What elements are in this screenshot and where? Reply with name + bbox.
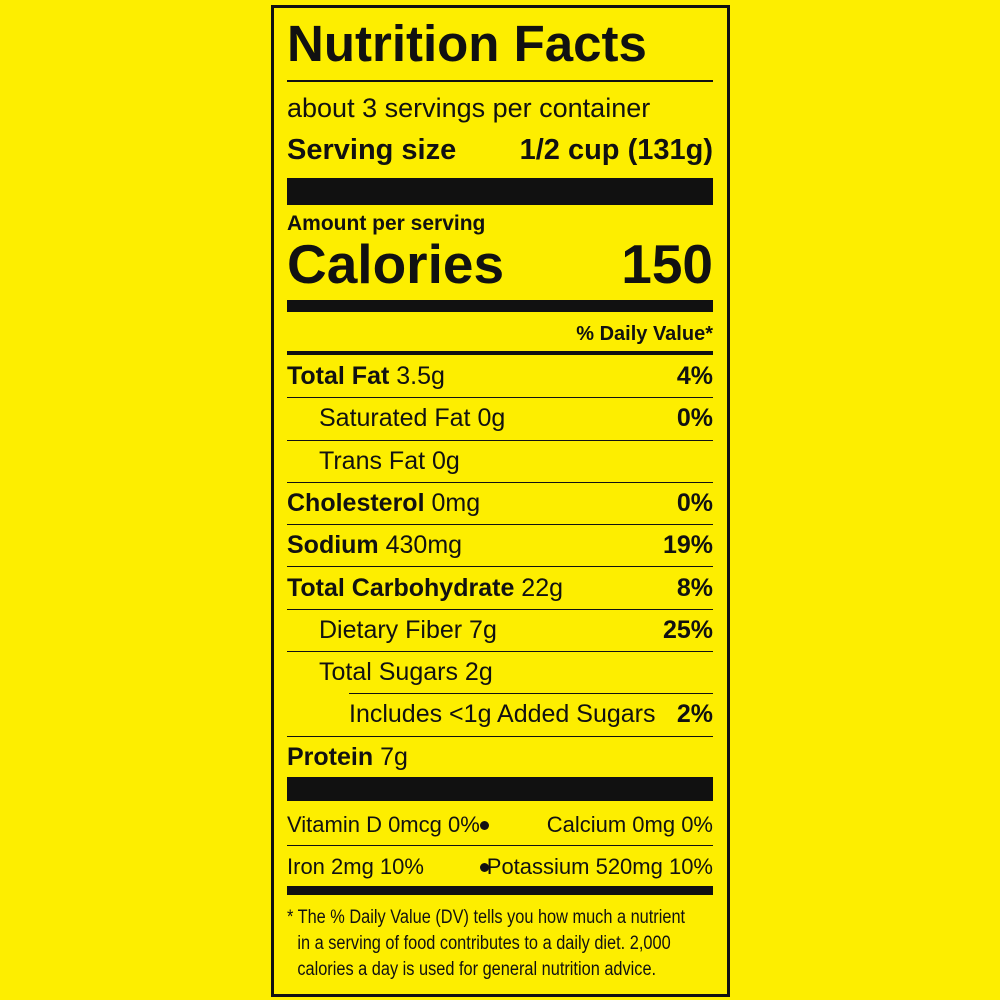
- serving-size-value: 1/2 cup (131g): [519, 133, 713, 166]
- nutrient-amount: 430mg: [385, 531, 463, 560]
- nutrient-row: Cholesterol 0mg 0%: [287, 481, 713, 524]
- nutrient-name: Saturated Fat: [319, 404, 471, 433]
- nutrient-row-inner: Sodium 430mg 19%: [287, 524, 713, 566]
- nutrient-name: Total Carbohydrate: [287, 573, 515, 602]
- nutrient: Trans Fat 0g: [319, 447, 460, 476]
- nutrient: Cholesterol 0mg: [287, 489, 480, 518]
- label-border: [271, 5, 730, 997]
- footnote: * The % Daily Value (DV) tells you how m…: [287, 905, 713, 983]
- nutrient-dv: 19%: [662, 531, 713, 560]
- nutrient: Total Carbohydrate 22g: [287, 574, 563, 603]
- nutrient-list: Total Fat 3.5g 4% Saturated Fat 0g 0% Trans …: [287, 355, 713, 778]
- nutrient-dv: 0%: [676, 404, 713, 433]
- nutrient-row: Total Fat 3.5g 4%: [287, 355, 713, 397]
- nutrient-row: Sodium 430mg 19%: [287, 524, 713, 566]
- nutrient-row: Total Carbohydrate 22g 8%: [287, 566, 713, 608]
- footnote-line: * The % Daily Value (DV) tells you how m…: [287, 907, 686, 928]
- serving-size-label: Serving size: [287, 133, 457, 166]
- nutrient-name: Total Fat: [287, 361, 390, 390]
- nutrient-dv: 4%: [676, 361, 713, 390]
- nutrient-name: Includes <1g Added Sugars: [349, 700, 656, 729]
- footnote-line: in a serving of food contributes to a da…: [297, 933, 671, 954]
- nutrient-row-inner: Cholesterol 0mg 0%: [287, 481, 713, 524]
- nutrient-amount: 0g: [432, 446, 460, 475]
- nutrient-row: Dietary Fiber 7g 25%: [287, 608, 713, 651]
- calories-label: Calories: [287, 233, 505, 295]
- bar: [287, 886, 713, 895]
- nutrient-dv: 25%: [662, 615, 713, 644]
- nutrient: Dietary Fiber 7g: [319, 616, 497, 645]
- amount-per-serving: Amount per serving: [287, 212, 486, 235]
- nutrient-name: Dietary Fiber: [319, 615, 463, 644]
- nutrient-dv: 2%: [676, 700, 713, 729]
- nutrient: Includes <1g Added Sugars: [349, 700, 655, 729]
- bullet: [480, 862, 489, 872]
- bullet: [480, 820, 489, 830]
- nutrient-row-inner: Trans Fat 0g: [287, 439, 713, 482]
- vitamin-right: Calcium 0mg 0%: [546, 811, 713, 837]
- vitamin-row: Iron 2mg 10% Potassium 520mg 10%: [287, 845, 713, 887]
- rule: [349, 693, 713, 695]
- nutrient-name: Cholesterol: [287, 489, 425, 518]
- nutrient-name: Total Sugars: [319, 658, 458, 687]
- nutrient-row: Trans Fat 0g: [287, 439, 713, 482]
- nutrient-row-inner: Dietary Fiber 7g 25%: [287, 608, 713, 651]
- vitamin-row: Vitamin D 0mcg 0% Calcium 0mg 0%: [287, 804, 713, 845]
- rule: [287, 351, 713, 355]
- nutrient-amount: 0mg: [431, 489, 481, 518]
- nutrient-amount: 7g: [469, 615, 497, 644]
- nutrient-dv: 0%: [676, 489, 713, 518]
- nutrient-row-inner: Saturated Fat 0g 0%: [287, 397, 713, 439]
- daily-value-header: % Daily Value*: [576, 323, 713, 345]
- nutrient-name: Protein: [287, 742, 374, 771]
- nutrient-amount: 22g: [521, 573, 564, 602]
- nutrient: Total Fat 3.5g: [287, 362, 445, 391]
- nutrient: Protein 7g: [287, 743, 408, 772]
- nutrient-row-inner: Protein 7g: [287, 735, 713, 778]
- nutrient: Total Sugars 2g: [319, 658, 493, 687]
- nutrient-amount: 0g: [477, 404, 506, 433]
- nutrient-dv: 8%: [676, 573, 713, 602]
- bar: [287, 300, 713, 312]
- rule: [287, 80, 713, 82]
- servings: about 3 servings per container: [287, 93, 651, 123]
- serving-size: Serving size 1/2 cup (131g): [287, 132, 713, 168]
- vitamin-left: Iron 2mg 10%: [287, 853, 424, 879]
- thick-bar: [287, 178, 713, 205]
- nutrient-amount: 3.5g: [396, 361, 445, 390]
- nutrient-name: Sodium: [287, 531, 379, 560]
- vitamin-left: Vitamin D 0mcg 0%: [287, 811, 480, 837]
- nutrient: Saturated Fat 0g: [319, 404, 505, 433]
- nutrient-row-inner: Total Fat 3.5g 4%: [287, 355, 713, 397]
- nutrient-name: Trans Fat: [319, 446, 426, 475]
- nutrient-amount: 7g: [380, 742, 408, 771]
- nutrient-row: Includes <1g Added Sugars 2%: [287, 693, 713, 735]
- vitamin-right: Potassium 520mg 10%: [486, 853, 713, 879]
- vitamin-list: Vitamin D 0mcg 0% Calcium 0mg 0% Iron 2mg …: [287, 804, 713, 887]
- nutrient-amount: 2g: [464, 658, 493, 687]
- nutrient-row: Saturated Fat 0g 0%: [287, 397, 713, 439]
- title: Nutrition Facts: [287, 15, 647, 72]
- nutrient-row: Total Sugars 2g: [287, 651, 713, 693]
- nutrient-row-inner: Includes <1g Added Sugars 2%: [287, 693, 713, 735]
- footnote-line: calories a day is used for general nutri…: [297, 959, 657, 980]
- thick-bar: [287, 777, 713, 801]
- nutrient: Sodium 430mg: [287, 531, 462, 560]
- nutrient-row: Protein 7g: [287, 735, 713, 778]
- calories-value: 150: [621, 233, 713, 295]
- nutrient-row-inner: Total Carbohydrate 22g 8%: [287, 566, 713, 608]
- nutrient-row-inner: Total Sugars 2g: [287, 651, 713, 693]
- calories: Calories 150: [287, 232, 713, 296]
